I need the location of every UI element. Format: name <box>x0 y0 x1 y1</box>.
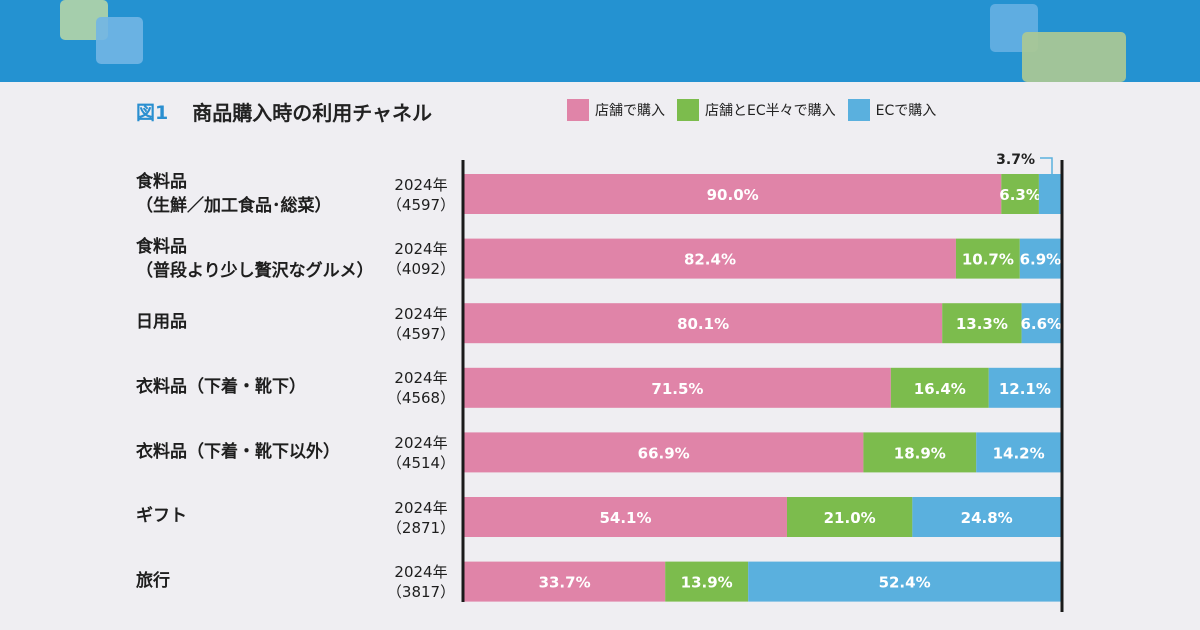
category-label: 旅行 <box>136 569 170 593</box>
year-label: 2024年 （4514） <box>383 433 459 473</box>
year-text: 2024年 <box>394 305 448 323</box>
data-label: 90.0% <box>707 186 759 204</box>
bar-segment <box>1038 174 1061 214</box>
data-label: 33.7% <box>539 574 591 592</box>
category-sub: （普段より少し贅沢なグルメ） <box>136 261 374 281</box>
data-label: 10.7% <box>962 251 1014 269</box>
sample-size: （4597） <box>386 325 456 343</box>
category-name: 食料品 <box>136 237 187 257</box>
decorative-square <box>1022 32 1126 82</box>
year-text: 2024年 <box>394 176 448 194</box>
data-label: 80.1% <box>677 315 729 333</box>
sample-size: （3817） <box>386 583 456 601</box>
data-label: 66.9% <box>638 444 690 462</box>
legend-label-store: 店舗で購入 <box>595 103 665 119</box>
bar-segment <box>464 561 666 602</box>
bar-segment <box>1001 174 1039 214</box>
year-text: 2024年 <box>394 434 448 452</box>
year-text: 2024年 <box>394 369 448 387</box>
category-label: 衣料品（下着・靴下以外） <box>136 440 340 464</box>
bar-segment <box>748 561 1061 602</box>
year-label: 2024年 （4568） <box>383 368 459 408</box>
bar-segment <box>976 432 1061 473</box>
year-text: 2024年 <box>394 499 448 517</box>
data-label: 82.4% <box>684 251 736 269</box>
category-name: 衣料品（下着・靴下） <box>136 377 306 397</box>
category-name: 衣料品（下着・靴下以外） <box>136 442 340 462</box>
bar-segment <box>988 367 1061 408</box>
sample-size: （4514） <box>386 454 456 472</box>
year-label: 2024年 （2871） <box>383 498 459 538</box>
year-text: 2024年 <box>394 563 448 581</box>
year-label: 2024年 （4092） <box>383 239 459 279</box>
data-label: 18.9% <box>894 444 946 462</box>
category-name: 日用品 <box>136 312 187 332</box>
legend: 店舗で購入 店舗とEC半々で購入 ECで購入 <box>567 99 948 121</box>
category-name: 旅行 <box>136 571 170 591</box>
legend-item-half: 店舗とEC半々で購入 <box>677 99 836 121</box>
legend-label-ec: ECで購入 <box>875 103 937 119</box>
bar-segment <box>786 497 913 537</box>
bar-segment <box>665 561 749 602</box>
legend-swatch-ec <box>847 99 870 121</box>
legend-swatch-store <box>567 99 589 121</box>
bar-segment <box>464 497 787 537</box>
callout-leader-line <box>1040 157 1053 176</box>
bar-segment <box>955 238 1020 279</box>
category-label: ギフト <box>136 504 187 528</box>
data-label: 52.4% <box>879 574 931 592</box>
category-sub: （生鮮／加工食品･総菜） <box>136 196 332 216</box>
bar-segment <box>464 303 943 344</box>
decorative-square <box>96 17 143 64</box>
category-label: 食料品 （生鮮／加工食品･総菜） <box>136 170 332 218</box>
data-label: 24.8% <box>961 509 1013 527</box>
data-label: 6.9% <box>1020 251 1062 269</box>
year-label: 2024年 （4597） <box>383 304 459 344</box>
category-name: ギフト <box>136 506 187 526</box>
bar-segment <box>863 432 977 473</box>
bar-segment <box>464 174 1002 214</box>
legend-swatch-half <box>677 99 699 121</box>
data-label: 21.0% <box>824 509 876 527</box>
data-label: 54.1% <box>599 509 651 527</box>
data-label: 16.4% <box>914 380 966 398</box>
sample-size: （4568） <box>386 389 456 407</box>
callout-label: 3.7% <box>996 152 1035 168</box>
bar-segment <box>464 432 864 473</box>
chart-title: 商品購入時の利用チャネル <box>192 100 433 125</box>
year-text: 2024年 <box>394 240 448 258</box>
header-banner <box>0 0 1200 82</box>
category-name: 食料品 <box>136 172 187 192</box>
bar-segment <box>912 497 1061 537</box>
data-label: 13.3% <box>956 315 1008 333</box>
bar-segment <box>942 303 1022 344</box>
data-label: 71.5% <box>651 380 703 398</box>
bar-segment <box>1019 238 1061 279</box>
sample-size: （2871） <box>386 519 456 537</box>
year-label: 2024年 （3817） <box>383 562 459 602</box>
year-label: 2024年 （4597） <box>383 175 459 215</box>
bar-segment <box>464 238 956 279</box>
category-label: 衣料品（下着・靴下） <box>136 375 306 399</box>
bar-segment <box>1021 303 1061 344</box>
sample-size: （4092） <box>386 260 456 278</box>
data-label: 12.1% <box>999 380 1051 398</box>
bar-segment <box>890 367 989 408</box>
bar-segment <box>464 367 891 408</box>
data-label: 6.6% <box>1020 315 1062 333</box>
figure-label: 図1 <box>136 101 169 124</box>
legend-label-half: 店舗とEC半々で購入 <box>705 103 836 119</box>
chart-title-row: 図1 商品購入時の利用チャネル <box>136 96 432 126</box>
legend-item-ec: ECで購入 <box>847 99 937 121</box>
category-label: 日用品 <box>136 310 187 334</box>
legend-item-store: 店舗で購入 <box>567 99 665 121</box>
sample-size: （4597） <box>386 196 456 214</box>
data-label: 6.3% <box>999 186 1041 204</box>
data-label: 14.2% <box>993 444 1045 462</box>
category-label: 食料品 （普段より少し贅沢なグルメ） <box>136 235 374 283</box>
data-label: 13.9% <box>681 574 733 592</box>
